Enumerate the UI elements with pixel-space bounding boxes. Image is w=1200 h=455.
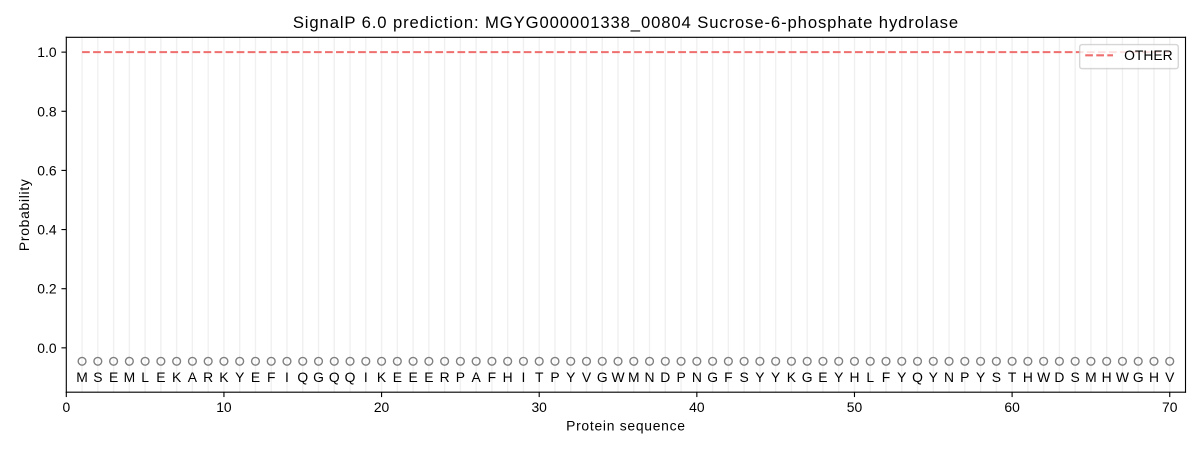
svg-text:20: 20	[374, 399, 390, 415]
svg-text:H: H	[849, 369, 859, 385]
svg-text:0.8: 0.8	[37, 103, 57, 119]
svg-text:S: S	[739, 369, 748, 385]
svg-text:V: V	[1165, 369, 1175, 385]
svg-text:P: P	[960, 369, 969, 385]
svg-text:I: I	[522, 369, 526, 385]
svg-text:H: H	[1102, 369, 1112, 385]
svg-text:0.4: 0.4	[37, 222, 57, 238]
svg-text:M: M	[124, 369, 136, 385]
svg-text:70: 70	[1162, 399, 1178, 415]
svg-text:S: S	[93, 369, 102, 385]
svg-text:1.0: 1.0	[37, 44, 57, 60]
svg-text:K: K	[377, 369, 387, 385]
svg-text:L: L	[866, 369, 874, 385]
svg-text:Q: Q	[912, 369, 923, 385]
svg-text:D: D	[1054, 369, 1064, 385]
svg-text:N: N	[645, 369, 655, 385]
svg-text:SignalP 6.0 prediction: MGYG00: SignalP 6.0 prediction: MGYG000001338_00…	[293, 13, 959, 32]
svg-text:Y: Y	[897, 369, 906, 385]
svg-text:0.0: 0.0	[37, 340, 57, 356]
svg-text:G: G	[597, 369, 608, 385]
svg-text:A: A	[472, 369, 482, 385]
svg-text:M: M	[1085, 369, 1097, 385]
svg-text:N: N	[692, 369, 702, 385]
svg-text:E: E	[156, 369, 165, 385]
svg-text:F: F	[724, 369, 732, 385]
svg-text:40: 40	[689, 399, 705, 415]
svg-text:T: T	[535, 369, 544, 385]
svg-text:E: E	[109, 369, 118, 385]
svg-text:Protein sequence: Protein sequence	[566, 417, 686, 433]
svg-text:F: F	[267, 369, 275, 385]
svg-text:F: F	[488, 369, 496, 385]
svg-text:K: K	[219, 369, 229, 385]
svg-text:30: 30	[531, 399, 547, 415]
svg-text:E: E	[251, 369, 260, 385]
svg-text:P: P	[676, 369, 685, 385]
svg-text:F: F	[882, 369, 890, 385]
svg-text:I: I	[364, 369, 368, 385]
svg-text:K: K	[172, 369, 182, 385]
svg-text:S: S	[1071, 369, 1080, 385]
svg-text:Y: Y	[771, 369, 780, 385]
svg-text:0: 0	[62, 399, 70, 415]
svg-text:E: E	[408, 369, 417, 385]
svg-text:E: E	[424, 369, 433, 385]
svg-text:P: P	[550, 369, 559, 385]
svg-text:R: R	[440, 369, 450, 385]
svg-text:H: H	[503, 369, 513, 385]
svg-text:D: D	[660, 369, 670, 385]
svg-text:Q: Q	[297, 369, 308, 385]
svg-text:Y: Y	[976, 369, 985, 385]
svg-text:A: A	[188, 369, 198, 385]
svg-text:R: R	[203, 369, 213, 385]
svg-text:K: K	[787, 369, 797, 385]
svg-text:W: W	[611, 369, 625, 385]
svg-text:Y: Y	[235, 369, 244, 385]
svg-text:M: M	[76, 369, 88, 385]
svg-text:M: M	[628, 369, 640, 385]
svg-text:Y: Y	[929, 369, 938, 385]
svg-text:G: G	[313, 369, 324, 385]
svg-text:Q: Q	[345, 369, 356, 385]
svg-text:OTHER: OTHER	[1124, 47, 1173, 63]
svg-text:E: E	[818, 369, 827, 385]
svg-text:V: V	[582, 369, 592, 385]
svg-text:L: L	[141, 369, 149, 385]
svg-text:G: G	[1133, 369, 1144, 385]
svg-text:Probability: Probability	[16, 178, 32, 251]
svg-text:T: T	[1008, 369, 1017, 385]
svg-text:Y: Y	[566, 369, 575, 385]
svg-text:E: E	[393, 369, 402, 385]
svg-text:0.2: 0.2	[37, 281, 57, 297]
svg-text:Y: Y	[834, 369, 843, 385]
svg-text:10: 10	[216, 399, 232, 415]
svg-text:G: G	[707, 369, 718, 385]
svg-text:S: S	[992, 369, 1001, 385]
svg-text:P: P	[456, 369, 465, 385]
svg-text:Q: Q	[329, 369, 340, 385]
svg-text:I: I	[285, 369, 289, 385]
svg-text:W: W	[1037, 369, 1051, 385]
svg-text:H: H	[1023, 369, 1033, 385]
svg-text:50: 50	[847, 399, 863, 415]
svg-text:W: W	[1116, 369, 1130, 385]
svg-text:0.6: 0.6	[37, 162, 57, 178]
svg-text:G: G	[802, 369, 813, 385]
svg-text:Y: Y	[755, 369, 764, 385]
svg-text:60: 60	[1004, 399, 1020, 415]
svg-text:H: H	[1149, 369, 1159, 385]
svg-text:N: N	[944, 369, 954, 385]
